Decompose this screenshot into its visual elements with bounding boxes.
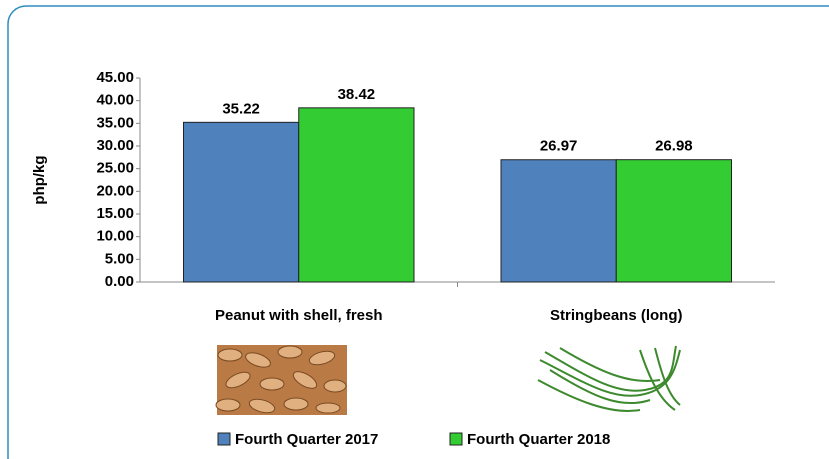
- data-label: 35.22: [222, 100, 260, 117]
- y-tick-label: 5.00: [105, 250, 134, 267]
- y-tick-label: 0.00: [105, 273, 134, 290]
- stringbeans-image: [537, 345, 681, 412]
- frame: [7, 5, 829, 459]
- data-label: 38.42: [338, 86, 376, 103]
- y-tick-label: 15.00: [96, 205, 134, 222]
- bar: [182, 121, 300, 283]
- legend-swatch: [449, 432, 463, 446]
- y-axis-label: php/kg: [31, 155, 48, 204]
- data-label: 26.98: [655, 138, 693, 155]
- y-tick-label: 35.00: [96, 114, 134, 131]
- bar: [500, 159, 617, 283]
- legend-label: Fourth Quarter 2017: [235, 431, 378, 448]
- y-tick-label: 20.00: [96, 182, 134, 199]
- y-tick-label: 10.00: [96, 228, 134, 245]
- y-tick-label: 40.00: [96, 92, 134, 109]
- x-tick-label: Stringbeans (long): [550, 307, 683, 324]
- bar: [298, 107, 415, 283]
- legend-label: Fourth Quarter 2018: [467, 431, 610, 448]
- legend-swatch: [217, 432, 231, 446]
- y-tick-label: 25.00: [96, 160, 134, 177]
- peanut-image: [215, 345, 347, 415]
- bar: [615, 159, 733, 283]
- y-tick-label: 45.00: [96, 69, 134, 86]
- x-tick-label: Peanut with shell, fresh: [215, 307, 383, 324]
- y-tick-label: 30.00: [96, 137, 134, 154]
- data-label: 26.97: [540, 138, 578, 155]
